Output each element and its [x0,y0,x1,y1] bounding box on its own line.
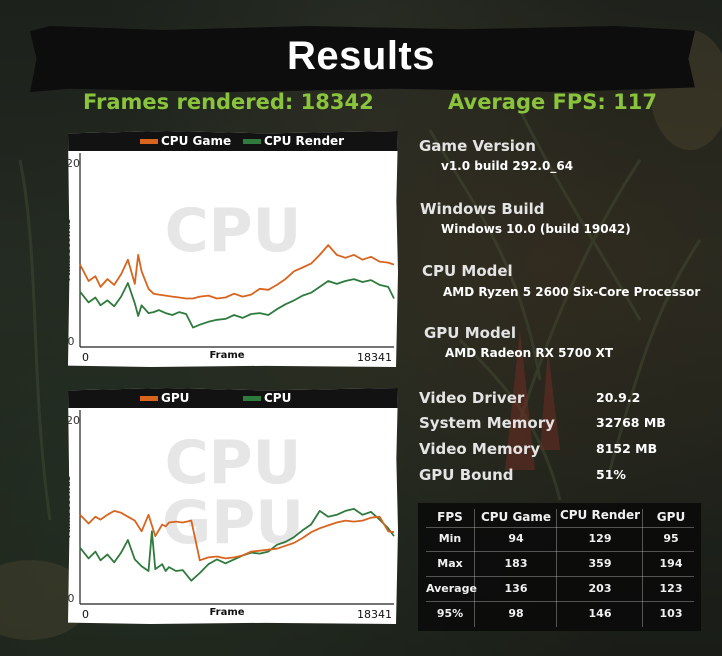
table-cell: 123 [659,582,683,595]
legend-swatch [140,139,158,144]
chart-legend-bar [68,131,398,151]
table-row-label: Min [438,532,462,545]
legend-label: CPU [264,391,291,405]
video-driver-value: 20.9.2 [596,390,641,405]
legend-label: CPU Render [264,134,344,148]
cpu-model-label: CPU Model [422,262,513,280]
y-axis-label: Milliseconds [68,219,73,281]
x-tick-label: 18341 [357,351,392,364]
page-title: Results [287,34,435,78]
table-cell: 183 [504,557,528,570]
table-cell: 146 [588,607,612,620]
gpu-model-value: AMD Radeon RX 5700 XT [445,346,614,360]
legend-swatch [243,396,261,401]
video-memory-label: Video Memory [419,440,541,458]
y-tick-label: 20 [68,414,80,427]
table-row-label: Max [437,557,463,570]
series-line-cpu-game [79,244,395,300]
legend-swatch [243,139,261,144]
table-cell: 359 [588,557,612,570]
chart-watermark: CPU [165,196,302,266]
gpu-bound-value: 51% [596,467,626,482]
series-line-gpu [79,510,395,562]
average-fps-stat: Average FPS: 117 [448,90,657,114]
windows-build-value: Windows 10.0 (build 19042) [441,222,631,236]
table-divider [426,576,694,577]
y-tick-label: 20 [68,157,80,170]
chart-legend-bar [68,388,398,408]
chart-watermark: GPU [162,488,304,558]
frames-rendered-stat: Frames rendered: 18342 [83,90,374,114]
table-cell: 129 [588,532,612,545]
table-cell: 136 [504,582,528,595]
cpu-frametime-chart: CPU Game CPU Render CPU 0 20 Milliseconds 0 183… [68,131,398,367]
x-tick-label: 18341 [357,608,392,621]
system-memory-value: 32768 MB [596,415,666,430]
game-version-value: v1.0 build 292.0_64 [441,159,574,173]
table-divider [474,509,475,627]
series-line-cpu-render [79,278,395,329]
table-divider [426,551,694,552]
y-tick-label: 0 [68,335,75,348]
table-cell: 95 [663,532,679,545]
fps-summary-table: FPS CPU Game CPU Render GPU Min 94 129 9… [418,503,701,631]
table-header-cpu-render: CPU Render [559,508,641,522]
chart-watermark: CPU [165,428,302,498]
table-row-label: 95% [436,607,464,620]
table-cell: 94 [508,532,524,545]
x-axis-label: Frame [209,607,244,618]
table-divider [556,509,557,627]
table-cell: 103 [659,607,683,620]
gpu-model-label: GPU Model [424,324,516,342]
fps-table-background [418,503,701,631]
legend-swatch [140,396,158,401]
legend-label: CPU Game [161,134,231,148]
table-header-fps: FPS [437,510,463,524]
gpu-bound-label: GPU Bound [419,466,514,484]
video-memory-value: 8152 MB [596,441,658,456]
y-tick-label: 0 [68,592,75,605]
table-cell: 194 [659,557,683,570]
windows-build-label: Windows Build [420,200,545,218]
video-driver-label: Video Driver [419,389,525,407]
table-cell: 98 [508,607,524,620]
table-divider [426,527,694,528]
title-banner [30,26,695,92]
x-tick-label: 0 [82,351,89,364]
table-header-gpu: GPU [656,510,686,524]
x-axis-label: Frame [209,350,244,361]
cpu-model-value: AMD Ryzen 5 2600 Six-Core Processor [443,285,701,299]
series-line-cpu [79,508,395,582]
cpu-frametime-chart-svg: CPU Game CPU Render CPU 0 20 Milliseconds 0 183… [68,131,398,364]
table-divider [642,509,643,627]
table-cell: 203 [588,582,612,595]
game-version-label: Game Version [419,137,536,155]
table-row-label: Average [426,582,477,595]
table-header-cpu-game: CPU Game [480,510,552,524]
system-memory-label: System Memory [419,414,555,432]
x-tick-label: 0 [82,608,89,621]
table-divider [426,601,694,602]
y-axis-label: Milliseconds [68,476,73,538]
legend-label: GPU [161,391,189,405]
gpu-frametime-chart: GPU CPU CPU GPU 0 20 Milliseconds 0 18341 Frame [68,388,398,624]
